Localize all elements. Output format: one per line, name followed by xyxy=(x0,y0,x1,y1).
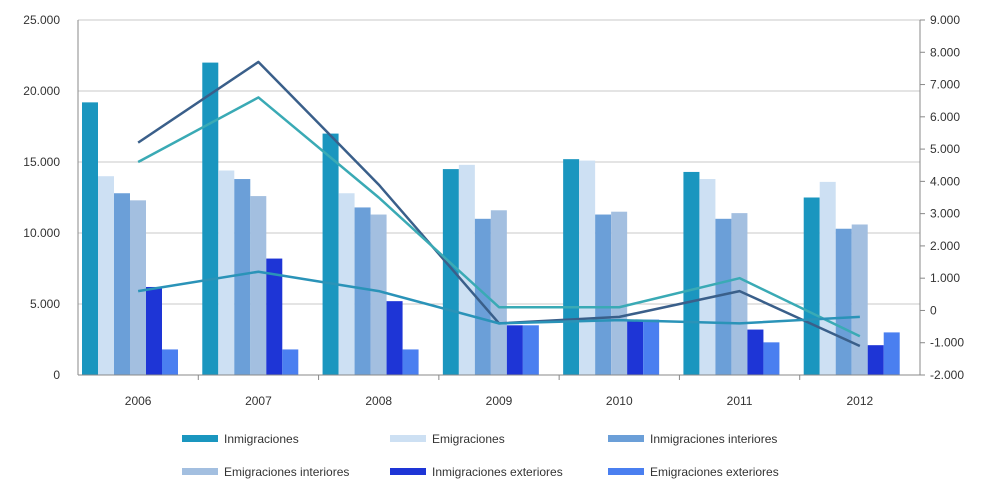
y2-tick-label: -1.000 xyxy=(930,336,964,350)
bar xyxy=(731,213,748,375)
bar xyxy=(114,193,130,375)
legend-label: Emigraciones exteriores xyxy=(650,465,779,479)
bar xyxy=(234,179,251,375)
y-tick-label: 25.000 xyxy=(23,13,60,27)
bar xyxy=(595,214,612,375)
bars xyxy=(82,62,900,376)
bar xyxy=(386,301,403,375)
bar xyxy=(474,218,491,375)
bar xyxy=(370,214,387,375)
y-tick-label: 10.000 xyxy=(23,226,60,240)
x-tick-label: 2012 xyxy=(847,394,874,408)
bar xyxy=(490,210,507,375)
legend-label: Inmigraciones interiores xyxy=(650,432,777,446)
bar xyxy=(851,224,868,375)
axes: 0 5.000 10.000 15.000 20.000 25.000 -2.000 -1.0… xyxy=(23,13,964,408)
x-tick-label: 2009 xyxy=(486,394,513,408)
y2-tick-label: 1.000 xyxy=(930,271,960,285)
bar xyxy=(146,286,162,375)
y2-tick-label: 8.000 xyxy=(930,45,960,59)
bar xyxy=(98,176,114,375)
legend-label: Emigraciones xyxy=(432,432,505,446)
y-tick-label: 5.000 xyxy=(30,297,60,311)
bar xyxy=(162,349,178,375)
legend-swatch xyxy=(182,468,218,475)
x-tick-label: 2006 xyxy=(125,394,152,408)
y-tick-label: 0 xyxy=(53,368,60,382)
y2-tick-label: 0 xyxy=(930,303,937,317)
legend-swatch xyxy=(390,435,426,442)
y2-tick-label: 7.000 xyxy=(930,78,960,92)
y2-tick-label: 9.000 xyxy=(930,13,960,27)
bar xyxy=(883,332,900,375)
x-tick-label: 2008 xyxy=(365,394,392,408)
legend-label: Emigraciones interiores xyxy=(224,465,349,479)
bar xyxy=(458,164,475,375)
bar xyxy=(402,349,419,375)
series-line xyxy=(137,270,860,325)
bar xyxy=(130,200,146,375)
y2-tick-label: 2.000 xyxy=(930,239,960,253)
legend-swatch xyxy=(608,435,644,442)
x-tick-label: 2010 xyxy=(606,394,633,408)
bar xyxy=(835,228,852,375)
legend: Inmigraciones Emigraciones Inmigraciones i… xyxy=(182,432,779,479)
bar xyxy=(819,181,836,375)
bar xyxy=(202,62,219,375)
y2-tick-label: 3.000 xyxy=(930,207,960,221)
bar xyxy=(611,211,628,375)
bar xyxy=(442,169,459,375)
legend-swatch xyxy=(608,468,644,475)
lines xyxy=(137,60,861,348)
bar xyxy=(563,159,580,375)
x-tick-label: 2011 xyxy=(727,394,753,408)
y2-tick-label: 4.000 xyxy=(930,174,960,188)
bar xyxy=(506,325,523,375)
y2-tick-label: 6.000 xyxy=(930,110,960,124)
legend-swatch xyxy=(182,435,218,442)
bar xyxy=(803,197,820,375)
bar xyxy=(250,196,267,375)
bar xyxy=(282,349,299,375)
bar xyxy=(683,171,700,375)
legend-label: Inmigraciones xyxy=(224,432,299,446)
bar xyxy=(218,170,235,375)
bar xyxy=(715,218,732,375)
series-line xyxy=(137,96,861,338)
y-tick-label: 20.000 xyxy=(23,84,60,98)
legend-swatch xyxy=(390,468,426,475)
bar xyxy=(627,319,644,375)
bar xyxy=(266,258,283,375)
bar xyxy=(322,133,339,375)
legend-label: Inmigraciones exteriores xyxy=(432,465,563,479)
y2-tick-label: -2.000 xyxy=(930,368,964,382)
bar xyxy=(579,160,596,375)
y2-tick-label: 5.000 xyxy=(930,142,960,156)
bar xyxy=(338,193,355,375)
bar xyxy=(522,325,539,375)
bar xyxy=(699,179,716,375)
bar xyxy=(354,207,371,375)
x-tick-label: 2007 xyxy=(245,394,272,408)
bar xyxy=(747,329,764,375)
bar xyxy=(643,319,660,375)
bar xyxy=(763,342,780,375)
y-tick-label: 15.000 xyxy=(23,155,60,169)
bar xyxy=(82,102,98,376)
bar xyxy=(867,345,884,375)
